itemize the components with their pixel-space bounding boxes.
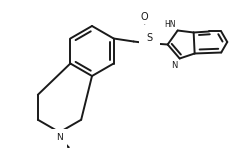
Text: S: S xyxy=(146,33,153,42)
Text: O: O xyxy=(141,12,148,21)
Text: N: N xyxy=(56,133,63,142)
Text: N: N xyxy=(171,61,178,70)
Text: HN: HN xyxy=(164,20,176,29)
